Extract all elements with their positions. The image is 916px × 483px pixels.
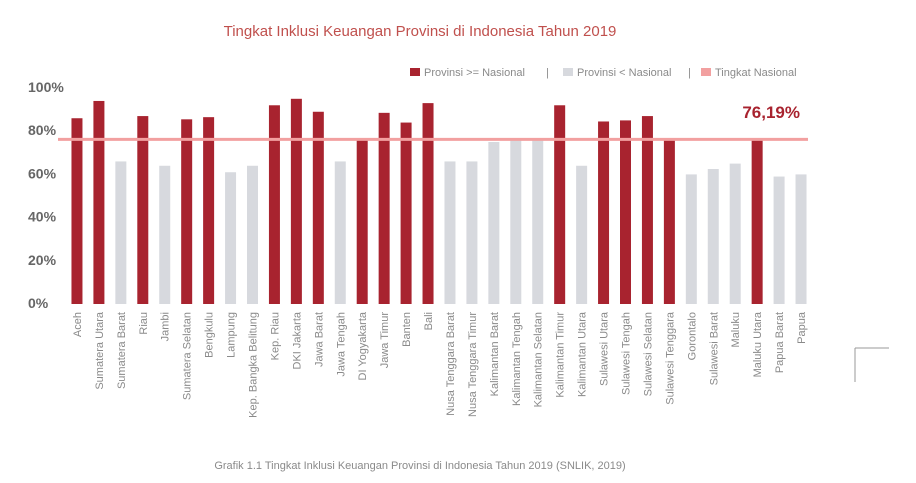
x-tick-label: Sulawesi Tenggara (664, 311, 676, 405)
bar (422, 103, 434, 305)
x-tick-label: Nusa Tenggara Barat (445, 312, 457, 416)
bar (554, 105, 566, 304)
bar (576, 165, 588, 304)
bar (663, 138, 675, 304)
x-axis: Aceh Sumatera Utara Sumatera Barat Riau Jamb… (72, 311, 808, 418)
x-tick-label: Sulawesi Utara (599, 311, 611, 386)
x-tick-label: Maluku (730, 312, 742, 347)
x-tick-label: Lampung (226, 312, 238, 358)
bars-group (71, 98, 807, 305)
bar (532, 139, 544, 304)
x-tick-label: Jawa Tengah (335, 312, 347, 377)
bar (312, 111, 324, 304)
legend-swatch-above (410, 68, 420, 76)
bar (773, 176, 785, 304)
bar (247, 165, 258, 304)
x-tick-label: Sulawesi Barat (708, 312, 720, 385)
y-axis: 0% 20% 40% 60% 80% 100% (28, 79, 64, 311)
bar (707, 169, 719, 304)
bar (378, 112, 390, 304)
bar (510, 139, 522, 304)
x-tick-label: Bali (423, 312, 435, 330)
national-value-label: 76,19% (742, 103, 800, 122)
bar (137, 116, 149, 304)
bar (685, 174, 697, 304)
x-tick-label: Kep. Bangka Belitung (248, 312, 260, 418)
bar (203, 117, 215, 304)
bar (444, 161, 456, 304)
legend: Provinsi >= Nasional | Provinsi < Nasion… (410, 67, 797, 79)
x-tick-label: Bengkulu (204, 312, 216, 358)
chart-title: Tingkat Inklusi Keuangan Provinsi di Ind… (224, 23, 617, 40)
bar (159, 165, 171, 304)
y-tick-label: 60% (28, 165, 57, 181)
bar (466, 161, 478, 304)
bar (795, 174, 807, 304)
legend-swatch-below (563, 68, 573, 76)
x-tick-label: Papua (796, 311, 808, 344)
x-tick-label: Nusa Tenggara Timur (467, 312, 479, 417)
y-tick-label: 80% (28, 122, 57, 138)
x-tick-label: Sumatera Barat (116, 312, 128, 389)
x-tick-label: Sumatera Utara (94, 311, 106, 390)
chart-caption: Grafik 1.1 Tingkat Inklusi Keuangan Prov… (214, 460, 625, 472)
bar (488, 142, 500, 304)
x-tick-label: DI Yogyakarta (357, 311, 369, 380)
legend-label-below: Provinsi < Nasional (577, 67, 671, 79)
bar (641, 116, 653, 304)
x-tick-label: Maluku Utara (752, 311, 764, 377)
x-tick-label: Jawa Barat (313, 312, 325, 367)
legend-separator: | (546, 67, 549, 79)
x-tick-label: Sulawesi Tengah (621, 312, 633, 395)
bar (334, 161, 346, 304)
x-tick-label: Riau (138, 312, 150, 335)
x-tick-label: Kalimantan Timur (555, 312, 567, 398)
x-tick-label: DKI Jakarta (291, 311, 303, 369)
y-tick-label: 20% (28, 252, 57, 268)
bar (598, 121, 610, 304)
legend-label-national: Tingkat Nasional (715, 67, 797, 79)
x-tick-label: Kalimantan Barat (489, 312, 501, 396)
x-tick-label: Sulawesi Selatan (642, 312, 654, 396)
x-tick-label: Sumatera Selatan (182, 312, 194, 400)
x-tick-label: Kep. Riau (269, 312, 281, 360)
y-tick-label: 40% (28, 209, 57, 225)
bar (181, 119, 193, 304)
x-tick-label: Jambi (160, 312, 172, 341)
bar (620, 120, 631, 305)
legend-separator: | (688, 67, 691, 79)
bar (356, 138, 368, 304)
x-tick-label: Kalimantan Utara (577, 311, 589, 397)
x-tick-label: Jawa Timur (379, 312, 391, 369)
bar (751, 138, 763, 304)
x-tick-label: Kalimantan Tengah (511, 312, 523, 406)
bar (400, 122, 412, 304)
bar (93, 100, 105, 305)
x-tick-label: Kalimantan Selatan (533, 312, 545, 407)
x-tick-label: Papua Barat (774, 312, 786, 373)
bar (729, 163, 741, 304)
x-tick-label: Gorontalo (686, 312, 698, 360)
legend-swatch-national (701, 68, 711, 76)
y-tick-label: 100% (28, 79, 64, 95)
x-tick-label: Banten (401, 312, 413, 347)
legend-label-above: Provinsi >= Nasional (424, 67, 525, 79)
bar (225, 172, 237, 304)
bar (115, 161, 127, 304)
y-tick-label: 0% (28, 295, 49, 311)
bar (290, 98, 302, 304)
bar (71, 118, 83, 305)
x-tick-label: Aceh (72, 312, 84, 337)
bar (268, 105, 280, 304)
